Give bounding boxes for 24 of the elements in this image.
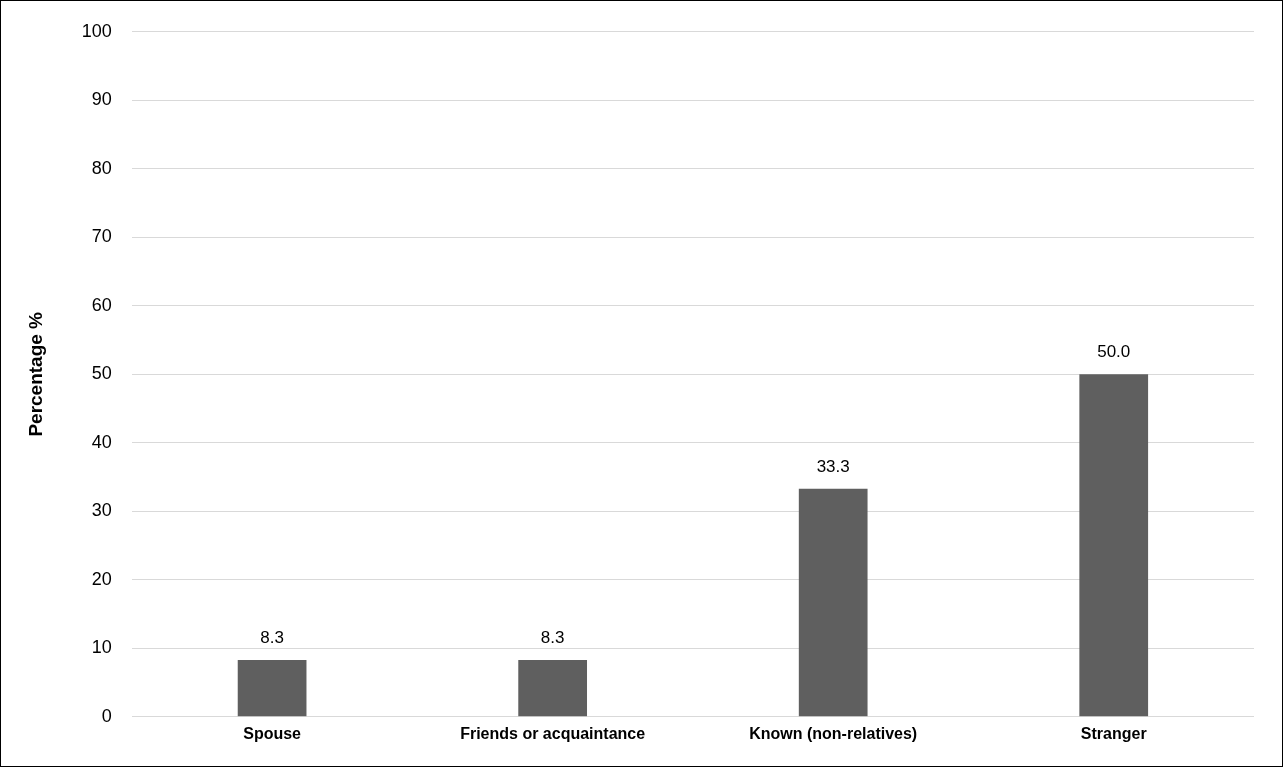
data-label: 8.3 xyxy=(260,628,284,648)
bar xyxy=(237,659,307,717)
y-axis-title: Percentage % xyxy=(24,311,46,437)
y-tick-label: 40 xyxy=(91,431,112,452)
y-tick-label: 70 xyxy=(91,226,112,247)
y-tick-label: 50 xyxy=(91,363,112,384)
data-label: 33.3 xyxy=(816,456,850,476)
x-tick-label: Known (non-relatives) xyxy=(749,724,918,742)
x-tick-label: Spouse xyxy=(243,724,302,742)
y-tick-label: 80 xyxy=(91,157,112,178)
x-tick-label: Stranger xyxy=(1080,724,1147,742)
y-tick-label: 10 xyxy=(91,637,112,658)
bar xyxy=(518,659,588,717)
y-tick-label: 60 xyxy=(91,294,112,315)
y-tick-label: 90 xyxy=(91,89,112,110)
bar xyxy=(798,488,868,717)
y-tick-label: 100 xyxy=(81,20,112,41)
x-tick-label: Friends or acquaintance xyxy=(460,724,646,742)
bar xyxy=(1079,374,1149,717)
data-label: 8.3 xyxy=(540,628,565,648)
y-tick-label: 30 xyxy=(91,500,112,521)
y-tick-label: 20 xyxy=(91,568,112,589)
data-label: 50.0 xyxy=(1097,342,1131,362)
y-tick-label: 0 xyxy=(101,705,112,726)
